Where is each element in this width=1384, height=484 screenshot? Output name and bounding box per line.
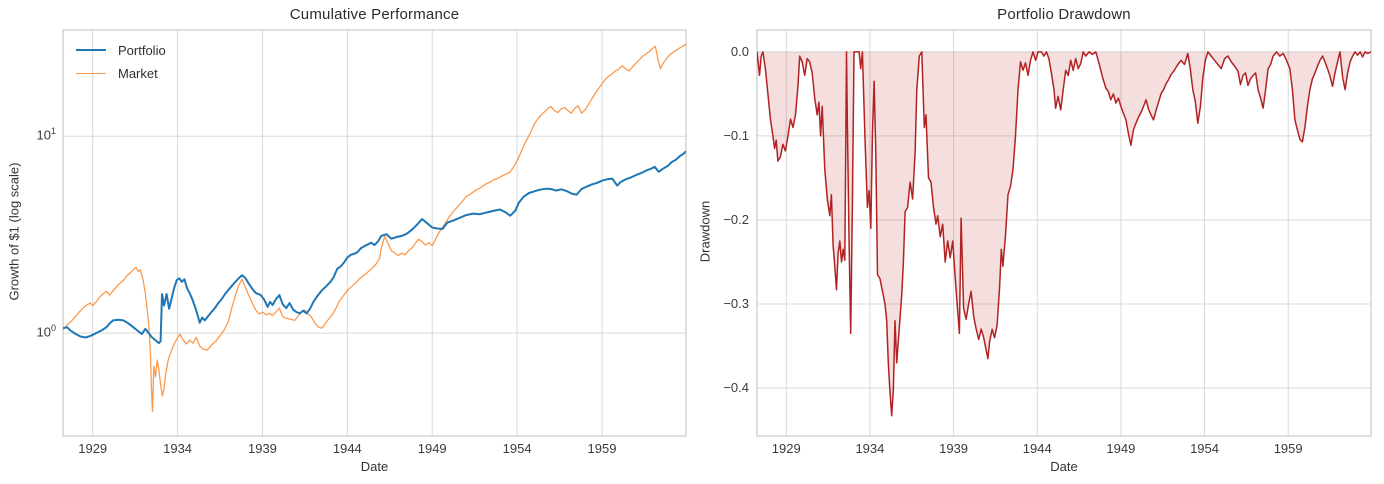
x-tick-label: 1954 [502, 441, 532, 456]
legend-item-market: Market [76, 65, 166, 81]
left-x-axis-label: Date [360, 459, 389, 474]
x-tick-label: 1934 [163, 441, 193, 456]
legend: Portfolio Market [76, 42, 166, 81]
x-tick-label: 1949 [1106, 441, 1136, 456]
y-tick-label: 100 [36, 323, 56, 340]
drawdown-area [757, 51, 1371, 416]
legend-label-market: Market [118, 65, 158, 81]
y-tick-label: −0.4 [723, 380, 749, 396]
right-chart-title: Portfolio Drawdown [997, 6, 1131, 23]
left-axes-frame [62, 29, 687, 437]
x-tick-label: 1949 [417, 441, 447, 456]
left-y-axis-label: Growth of $1 (log scale) [6, 162, 22, 301]
drawdown-line [757, 51, 1371, 417]
x-tick-label: 1934 [855, 441, 885, 456]
y-tick-label: 0.0 [730, 43, 749, 59]
portfolio-line-swatch [76, 49, 106, 51]
left-chart-title: Cumulative Performance [289, 6, 460, 23]
x-tick-label: 1959 [1273, 441, 1303, 456]
x-tick-label: 1959 [587, 441, 617, 456]
x-tick-label: 1939 [939, 441, 969, 456]
portfolio-line [63, 150, 686, 345]
right-axes-frame [756, 29, 1372, 437]
x-tick-label: 1944 [332, 441, 362, 456]
y-tick-label: −0.1 [723, 127, 749, 143]
y-tick-label: 101 [36, 126, 56, 143]
x-tick-label: 1954 [1190, 441, 1219, 456]
legend-label-portfolio: Portfolio [118, 42, 166, 58]
x-tick-label: 1929 [771, 441, 801, 456]
y-tick-label: −0.2 [723, 211, 749, 227]
right-x-axis-label: Date [1050, 459, 1078, 474]
x-tick-label: 1929 [78, 441, 108, 456]
y-tick-label: −0.3 [723, 296, 749, 312]
market-line [63, 43, 686, 413]
x-tick-label: 1944 [1022, 441, 1052, 456]
x-tick-label: 1939 [247, 441, 277, 456]
legend-item-portfolio: Portfolio [76, 42, 166, 58]
market-line-swatch [76, 72, 106, 74]
